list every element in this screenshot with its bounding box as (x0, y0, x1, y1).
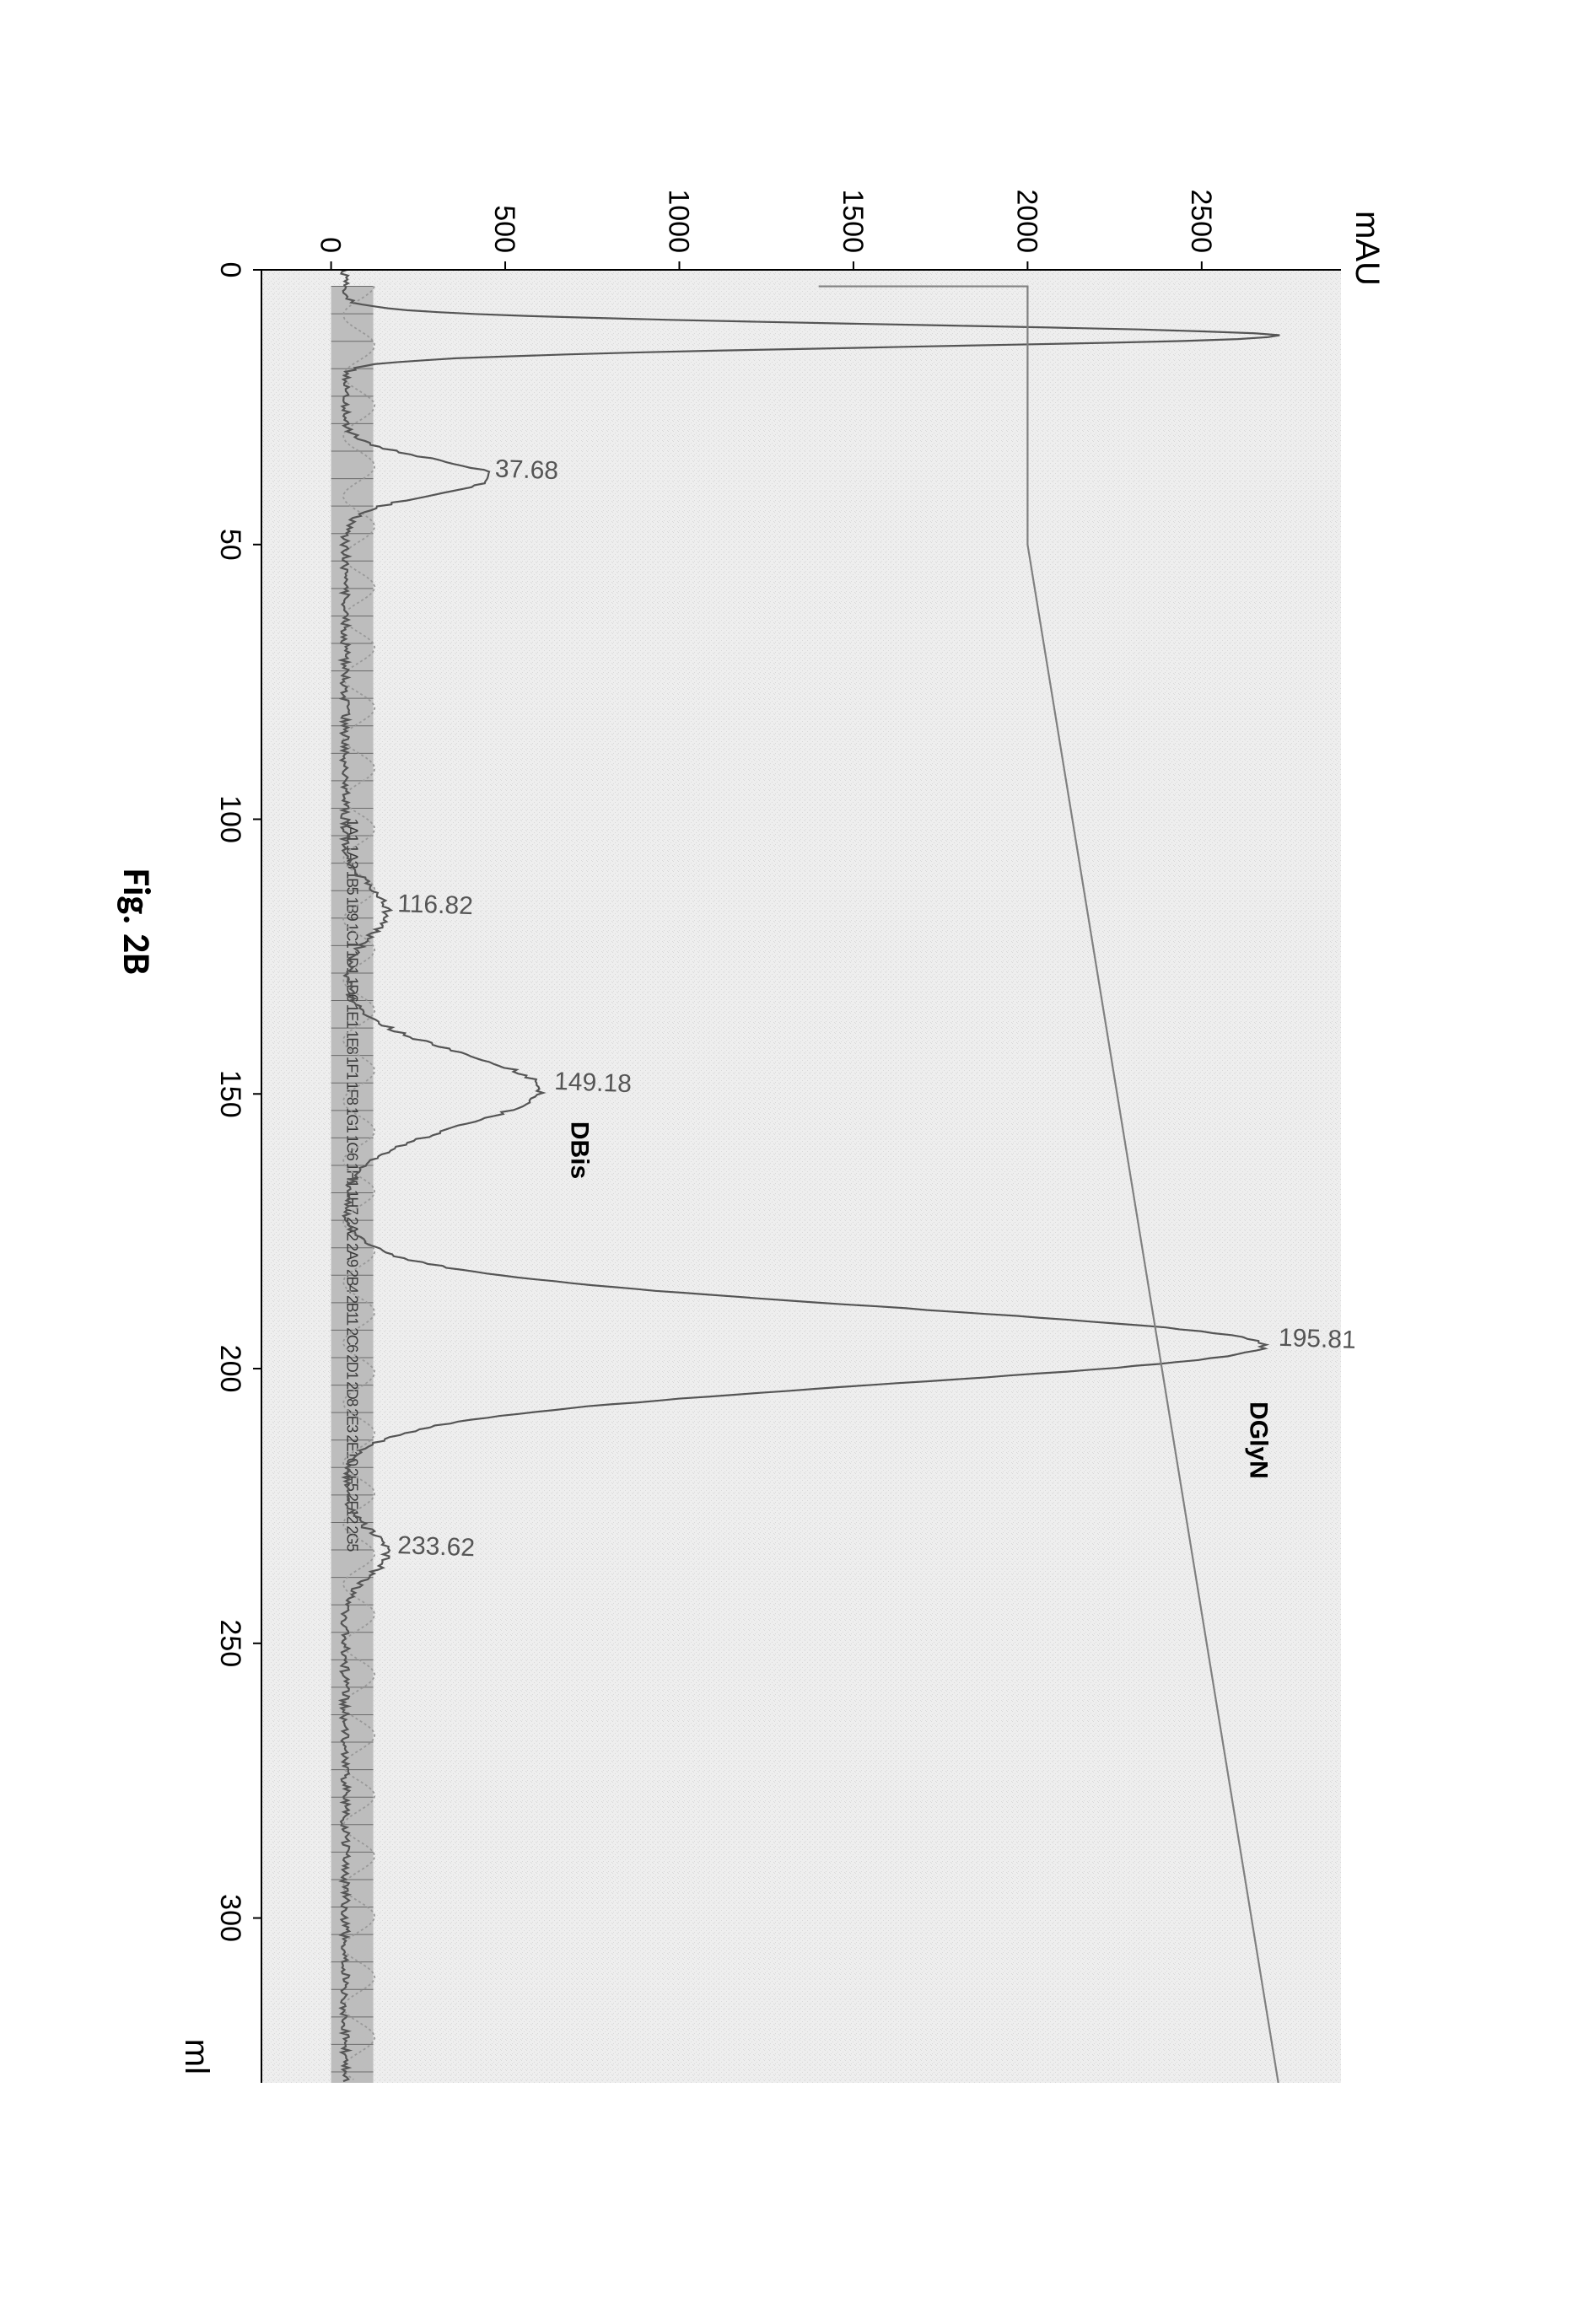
y-tick-label: 2500 (1185, 189, 1217, 253)
x-tick-label: 150 (214, 1070, 246, 1118)
x-axis-label: ml (178, 2039, 215, 2074)
annotation-label: DBis (565, 1122, 593, 1179)
y-tick-label: 2000 (1010, 189, 1042, 253)
x-tick-label: 0 (214, 262, 246, 278)
annotation-label: DGlyN (1245, 1401, 1273, 1479)
y-axis-label: mAU (1349, 211, 1386, 286)
plot-background (261, 270, 1341, 2083)
x-tick-label: 100 (214, 795, 246, 843)
x-tick-label: 250 (214, 1619, 246, 1667)
peak-label: 233.62 (397, 1531, 476, 1562)
peak-label: 149.18 (554, 1068, 633, 1098)
y-tick-label: 500 (488, 205, 520, 253)
x-tick-label: 200 (214, 1345, 246, 1393)
y-tick-label: 1000 (663, 189, 695, 253)
stage: 1A1 1A3 1B5 1B9 1C1 1D1 1D6 1E1 1E8 1F1 … (0, 0, 1594, 2324)
figure-label: Fig. 2B (113, 869, 160, 975)
peak-label: 116.82 (397, 890, 474, 920)
y-tick-label: 1500 (837, 189, 869, 253)
x-tick-label: 50 (214, 529, 246, 561)
chromatogram-chart: 1A1 1A3 1B5 1B9 1C1 1D1 1D6 1E1 1E8 1F1 … (0, 0, 1594, 2324)
x-tick-label: 300 (214, 1894, 246, 1942)
y-tick-label: 0 (315, 237, 347, 253)
peak-label: 195.81 (1278, 1324, 1356, 1354)
peak-label: 37.68 (494, 455, 558, 486)
